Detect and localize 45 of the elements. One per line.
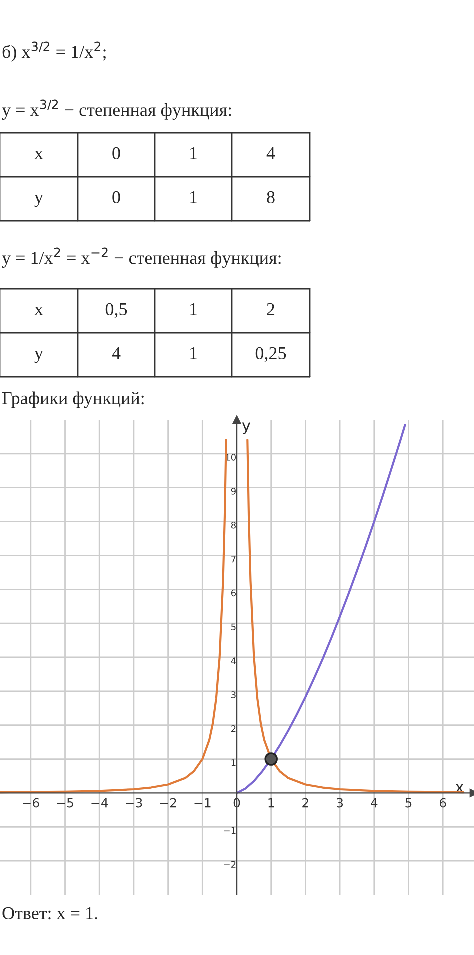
text: 4 <box>112 347 121 360</box>
x-tick-label: −6 <box>23 798 40 808</box>
y-tick-label: 2 <box>232 726 236 732</box>
y-tick-label: 4 <box>231 658 236 664</box>
y-tick-label: −1 <box>224 827 236 834</box>
x-tick-label: −5 <box>57 798 74 808</box>
text: y = 1/x$^{2}$ = x$^{−2}$ − степенная функция: <box>2 248 281 268</box>
text: 4 <box>266 147 276 160</box>
text: 1 <box>190 347 197 360</box>
text: б) x$^{3/2}$ = 1/x$^{2}$; <box>2 42 106 62</box>
text: 1 <box>190 303 197 316</box>
x-tick-label: −2 <box>160 798 176 808</box>
text: 1 <box>190 147 197 160</box>
text: 0,5 <box>106 303 128 318</box>
text: 0 <box>112 147 120 160</box>
text: y <box>34 195 44 208</box>
text: Графики функций: <box>2 392 144 408</box>
text: 2 <box>267 303 275 316</box>
y-tick-label: 1 <box>232 760 236 766</box>
x-tick-label: 1 <box>268 798 274 808</box>
text: 0,25 <box>256 347 286 362</box>
y-tick-label: 5 <box>232 624 236 631</box>
y-tick-label: 7 <box>232 556 236 563</box>
x-tick-label: 3 <box>337 798 344 808</box>
x-tick-label: −3 <box>126 798 142 808</box>
y-tick-label: 3 <box>232 692 236 698</box>
x-tick-label: 4 <box>371 798 378 808</box>
text: y = x$^{3/2}$ − степенная функция: <box>2 100 232 120</box>
x-tick-label: −1 <box>194 798 211 808</box>
x-tick-label: −4 <box>92 798 108 808</box>
y-tick-label: 9 <box>231 488 236 495</box>
y-axis-title: y <box>242 422 251 434</box>
text: y <box>34 351 44 364</box>
text: 1 <box>190 191 197 204</box>
y-tick-label: 6 <box>231 590 236 597</box>
x-tick-label: 6 <box>440 798 446 808</box>
y-tick-label: −2 <box>224 861 236 868</box>
x-tick-label: 5 <box>406 798 412 808</box>
text: Ответ: x = 1. <box>2 907 98 920</box>
text: x <box>34 307 44 316</box>
text: 0 <box>112 191 120 204</box>
y-tick-label: 8 <box>231 522 236 529</box>
text: 8 <box>267 191 275 204</box>
text: x <box>34 151 44 160</box>
x-tick-label: 2 <box>302 798 308 808</box>
